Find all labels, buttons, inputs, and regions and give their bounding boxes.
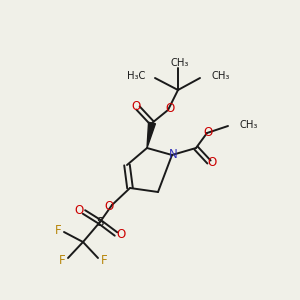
- Text: O: O: [165, 103, 175, 116]
- Text: F: F: [101, 254, 107, 266]
- Text: F: F: [59, 254, 65, 266]
- Text: CH₃: CH₃: [212, 71, 230, 81]
- Text: O: O: [131, 100, 141, 113]
- Text: CH₃: CH₃: [240, 120, 258, 130]
- Polygon shape: [147, 122, 155, 148]
- Text: H₃C: H₃C: [127, 71, 145, 81]
- Text: CH₃: CH₃: [171, 58, 189, 68]
- Text: F: F: [55, 224, 61, 236]
- Text: O: O: [116, 229, 126, 242]
- Text: O: O: [104, 200, 114, 212]
- Text: O: O: [203, 125, 213, 139]
- Text: S: S: [96, 215, 104, 229]
- Text: O: O: [74, 205, 84, 218]
- Text: O: O: [207, 157, 217, 169]
- Text: N: N: [169, 148, 177, 161]
